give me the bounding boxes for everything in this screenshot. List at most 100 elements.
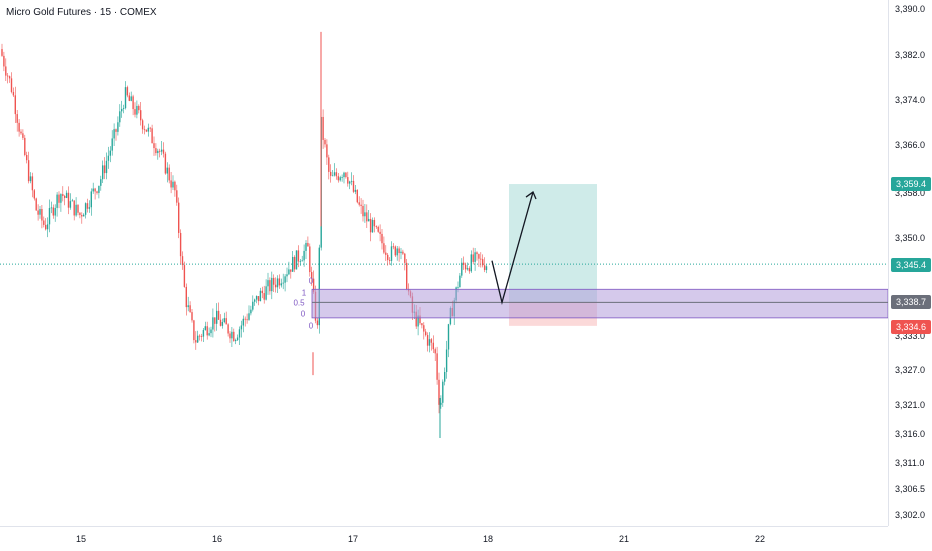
- candle-body: [288, 269, 290, 275]
- candle-body: [126, 87, 129, 96]
- candle-body: [307, 242, 309, 247]
- candle-body: [350, 180, 353, 182]
- time-axis[interactable]: 15 16 17 18 21 22: [0, 526, 888, 551]
- candle-body: [159, 150, 161, 152]
- candle-body: [309, 246, 311, 273]
- candle-body: [204, 326, 206, 330]
- candle-body: [312, 278, 315, 292]
- candle-body: [343, 172, 345, 178]
- candle-body: [330, 171, 332, 176]
- candle-body: [442, 381, 444, 403]
- candle-body: [339, 177, 341, 181]
- candle-body: [145, 129, 148, 132]
- candle-body: [438, 379, 440, 405]
- candle-body: [214, 317, 216, 324]
- candle-body: [5, 66, 7, 76]
- time-tick: 17: [347, 534, 359, 544]
- candle-body: [290, 269, 292, 272]
- candle-body: [423, 325, 425, 332]
- candle-body: [387, 254, 389, 260]
- candle-body: [444, 372, 446, 382]
- candle-body: [176, 190, 178, 203]
- candle-body: [160, 149, 163, 152]
- candle-body: [333, 172, 336, 176]
- candle-body: [478, 254, 480, 259]
- candle-body: [1, 49, 3, 56]
- candle-body: [311, 272, 313, 279]
- candle-body: [33, 190, 35, 199]
- candle-body: [16, 114, 18, 123]
- candle-body: [278, 278, 281, 286]
- candle-body: [385, 252, 387, 255]
- price-tick: 3,327.0: [895, 365, 926, 375]
- candle-body: [134, 109, 136, 115]
- chart-area[interactable]: Micro Gold Futures · 15 · COMEX 0 1 0.5 …: [0, 0, 888, 526]
- candle-body: [347, 177, 349, 184]
- candle-body: [229, 333, 231, 339]
- candle-body: [41, 209, 43, 221]
- price-tick: 3,302.0: [895, 510, 926, 520]
- candle-body: [402, 251, 404, 254]
- candle-body: [130, 96, 132, 101]
- candle-body: [29, 176, 32, 182]
- candle-body: [354, 189, 357, 192]
- candle-body: [276, 278, 279, 288]
- candle-body: [482, 259, 484, 266]
- candle-body: [398, 248, 400, 254]
- candle-body: [223, 318, 225, 322]
- fib-level-label: 0.5: [293, 298, 305, 308]
- symbol-title[interactable]: Micro Gold Futures · 15 · COMEX: [6, 7, 157, 18]
- candle-body: [263, 293, 265, 300]
- candle-body: [46, 224, 49, 230]
- candle-body: [284, 276, 286, 283]
- candle-body: [73, 200, 75, 216]
- time-tick: 16: [211, 534, 223, 544]
- candle-body: [466, 268, 469, 270]
- candle-body: [242, 318, 244, 326]
- price-tick: 3,316.0: [895, 429, 926, 439]
- candle-body: [162, 149, 165, 154]
- candle-body: [331, 175, 334, 177]
- candle-body: [373, 219, 376, 227]
- candle-body: [459, 275, 461, 288]
- candle-body: [189, 305, 191, 313]
- candle-body: [179, 232, 182, 257]
- candle-body: [461, 262, 463, 276]
- candle-body: [485, 266, 488, 271]
- candle-body: [388, 259, 391, 261]
- candle-body: [231, 331, 233, 339]
- candle-body: [415, 311, 417, 327]
- candle-body: [140, 110, 142, 121]
- candle-body: [299, 261, 301, 263]
- candle-body: [445, 349, 448, 373]
- candle-body: [480, 258, 482, 260]
- candle-body: [124, 87, 127, 109]
- candle-body: [440, 402, 442, 405]
- candle-body: [200, 336, 203, 337]
- candle-body: [244, 318, 246, 320]
- candle-body: [383, 243, 385, 253]
- candle-body: [269, 280, 271, 292]
- fib-level-label: 1: [301, 288, 307, 298]
- candle-body: [273, 277, 275, 285]
- candle-body: [81, 215, 83, 217]
- candle-body: [457, 287, 459, 288]
- fib-level-label: 0: [308, 321, 314, 331]
- candle-body: [217, 310, 220, 320]
- price-axis[interactable]: 3,390.0 3,382.0 3,374.0 3,366.0 3,358.0 …: [888, 0, 932, 526]
- candle-body: [375, 226, 377, 228]
- candle-body: [84, 203, 87, 215]
- price-tick: 3,382.0: [895, 50, 926, 60]
- projection-arrowhead: [525, 191, 537, 200]
- candle-body: [286, 274, 288, 277]
- candle-body: [316, 320, 319, 326]
- candle-body: [105, 160, 108, 174]
- candle-body: [193, 320, 195, 341]
- candle-body: [67, 192, 70, 208]
- price-chart[interactable]: [0, 0, 888, 526]
- candle-body: [88, 207, 91, 209]
- price-tick: 3,321.0: [895, 400, 926, 410]
- candle-body: [109, 150, 111, 156]
- candle-body: [94, 188, 96, 192]
- candle-body: [45, 224, 47, 230]
